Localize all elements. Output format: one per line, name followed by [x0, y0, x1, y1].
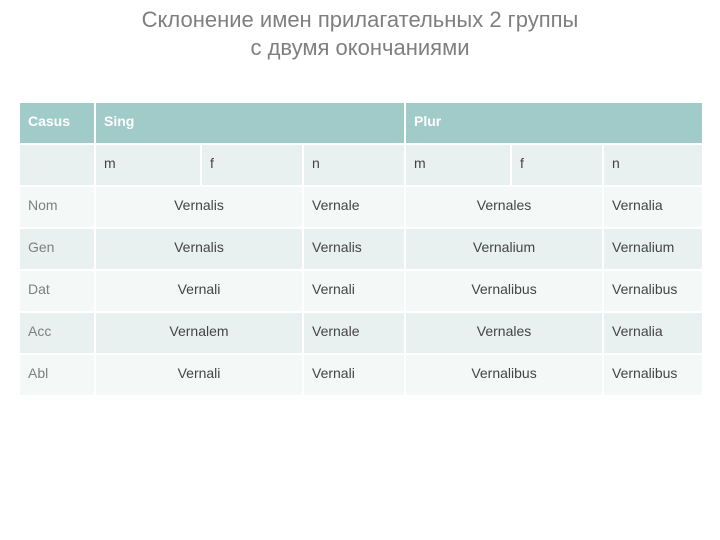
table-gender-row: m f n m f n — [19, 144, 703, 186]
header-casus: Casus — [19, 102, 95, 144]
table-row: Dat Vernali Vernali Vernalibus Vernalibu… — [19, 270, 703, 312]
table-row: Nom Vernalis Vernale Vernales Vernalia — [19, 186, 703, 228]
table-row: Acc Vernalem Vernale Vernales Vernalia — [19, 312, 703, 354]
gender-plur-n: n — [603, 144, 703, 186]
plur-mf-cell: Vernalibus — [405, 270, 603, 312]
sing-mf-cell: Vernali — [95, 354, 303, 396]
title-line-2: с двумя окончаниями — [250, 35, 469, 60]
sing-n-cell: Vernale — [303, 312, 405, 354]
page-title: Склонение имен прилагательных 2 группы с… — [0, 0, 720, 61]
gender-sing-n: n — [303, 144, 405, 186]
plur-mf-cell: Vernales — [405, 186, 603, 228]
sing-mf-cell: Vernalem — [95, 312, 303, 354]
title-line-1: Склонение имен прилагательных 2 группы — [142, 7, 579, 32]
table-row: Abl Vernali Vernali Vernalibus Vernalibu… — [19, 354, 703, 396]
plur-mf-cell: Vernalium — [405, 228, 603, 270]
gender-plur-f: f — [511, 144, 603, 186]
sing-mf-cell: Vernali — [95, 270, 303, 312]
sing-mf-cell: Vernalis — [95, 186, 303, 228]
gender-sing-m: m — [95, 144, 201, 186]
plur-n-cell: Vernalia — [603, 312, 703, 354]
plur-n-cell: Vernalia — [603, 186, 703, 228]
table-row: Gen Vernalis Vernalis Vernalium Vernaliu… — [19, 228, 703, 270]
casus-cell: Acc — [19, 312, 95, 354]
casus-cell: Gen — [19, 228, 95, 270]
gender-blank — [19, 144, 95, 186]
plur-mf-cell: Vernalibus — [405, 354, 603, 396]
casus-cell: Dat — [19, 270, 95, 312]
plur-n-cell: Vernalium — [603, 228, 703, 270]
plur-n-cell: Vernalibus — [603, 354, 703, 396]
plur-mf-cell: Vernales — [405, 312, 603, 354]
header-sing: Sing — [95, 102, 405, 144]
sing-mf-cell: Vernalis — [95, 228, 303, 270]
gender-sing-f: f — [201, 144, 303, 186]
sing-n-cell: Vernalis — [303, 228, 405, 270]
sing-n-cell: Vernali — [303, 354, 405, 396]
table-header-row: Casus Sing Plur — [19, 102, 703, 144]
casus-cell: Nom — [19, 186, 95, 228]
casus-cell: Abl — [19, 354, 95, 396]
declension-table-wrap: Casus Sing Plur m f n m f n Nom Vernalis… — [0, 61, 720, 397]
gender-plur-m: m — [405, 144, 511, 186]
header-plur: Plur — [405, 102, 703, 144]
plur-n-cell: Vernalibus — [603, 270, 703, 312]
sing-n-cell: Vernale — [303, 186, 405, 228]
sing-n-cell: Vernali — [303, 270, 405, 312]
declension-table: Casus Sing Plur m f n m f n Nom Vernalis… — [18, 101, 704, 397]
